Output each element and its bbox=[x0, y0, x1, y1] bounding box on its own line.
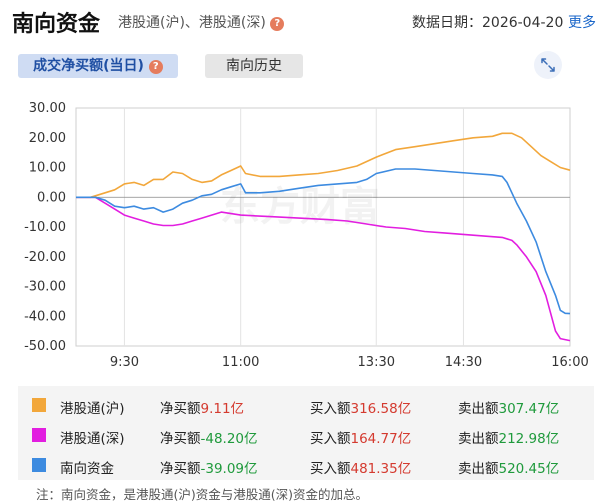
legend-swatch bbox=[32, 428, 46, 442]
buy-amount: 买入额164.77亿 bbox=[310, 427, 411, 447]
sell-amount: 卖出额212.98亿 bbox=[458, 427, 559, 447]
y-axis: 30.00 20.00 10.00 0.00 -10.00 -20.00 -30.00 -40… bbox=[24, 101, 66, 354]
sell-value: 212.98亿 bbox=[498, 431, 560, 447]
legend-row: 南向资金 净买额-39.09亿 买入额481.35亿 卖出额520.45亿 bbox=[18, 450, 594, 480]
series-line bbox=[76, 196, 571, 342]
tab-help-icon[interactable]: ? bbox=[148, 60, 163, 74]
series-line bbox=[76, 168, 571, 315]
sell-value: 307.47亿 bbox=[498, 401, 560, 417]
net-buy-label: 净买额 bbox=[160, 401, 201, 417]
subtitle: 港股通(沪)、港股通(深) ? bbox=[118, 12, 285, 32]
footnote: 注：南向资金，是港股通(沪)资金与港股通(深)资金的加总。 bbox=[36, 487, 369, 502]
y-tick-label: 20.00 bbox=[29, 131, 66, 146]
help-icon[interactable]: ? bbox=[270, 17, 285, 31]
tab-net-buy-today[interactable]: 成交净买额(当日) ? bbox=[18, 54, 178, 78]
chart-series bbox=[76, 132, 571, 342]
net-buy: 净买额-48.20亿 bbox=[160, 427, 258, 447]
tab-south-history[interactable]: 南向历史 bbox=[205, 54, 303, 78]
net-buy: 净买额-39.09亿 bbox=[160, 457, 258, 477]
legend-table: 港股通(沪) 净买额9.11亿 买入额316.58亿 卖出额307.47亿 港股… bbox=[18, 386, 594, 480]
sell-label: 卖出额 bbox=[458, 461, 499, 477]
net-buy-value: -48.20亿 bbox=[200, 431, 258, 447]
sell-amount: 卖出额307.47亿 bbox=[458, 397, 559, 417]
y-tick-label: -40.00 bbox=[24, 309, 66, 324]
buy-amount: 买入额316.58亿 bbox=[310, 397, 411, 417]
sell-value: 520.45亿 bbox=[498, 461, 560, 477]
net-buy-label: 净买额 bbox=[160, 431, 201, 447]
legend-swatch bbox=[32, 398, 46, 412]
data-date: 数据日期：2026-04-20 bbox=[412, 15, 564, 31]
x-tick-label: 14:30 bbox=[445, 355, 482, 370]
buy-amount: 买入额481.35亿 bbox=[310, 457, 411, 477]
net-buy-value: -39.09亿 bbox=[200, 461, 258, 477]
page-title: 南向资金 bbox=[12, 12, 101, 37]
chart-grid bbox=[75, 107, 571, 347]
more-link[interactable]: 更多 bbox=[568, 15, 596, 31]
series-line bbox=[76, 132, 571, 199]
subtitle-text: 港股通(沪)、港股通(深) bbox=[118, 15, 266, 31]
x-tick-label: 11:00 bbox=[222, 355, 259, 370]
y-tick-label: -20.00 bbox=[24, 250, 66, 265]
line-chart: 东方财富 30.0020.0010.000.00-10.00-20.00-30.… bbox=[24, 101, 589, 370]
y-tick-label: 10.00 bbox=[29, 161, 66, 176]
x-axis: 9:30 11:00 13:30 14:30 16:00 bbox=[110, 355, 589, 370]
buy-label: 买入额 bbox=[310, 401, 351, 417]
net-buy: 净买额9.11亿 bbox=[160, 397, 244, 417]
buy-label: 买入额 bbox=[310, 431, 351, 447]
legend-name: 南向资金 bbox=[60, 461, 114, 477]
y-tick-label: -30.00 bbox=[24, 280, 66, 295]
expand-icon[interactable] bbox=[534, 51, 562, 79]
buy-label: 买入额 bbox=[310, 461, 351, 477]
net-buy-label: 净买额 bbox=[160, 461, 201, 477]
buy-value: 316.58亿 bbox=[350, 401, 412, 417]
expand-arrows-icon bbox=[541, 58, 555, 72]
y-tick-label: -50.00 bbox=[24, 339, 66, 354]
sell-label: 卖出额 bbox=[458, 431, 499, 447]
y-tick-label: -10.00 bbox=[24, 220, 66, 235]
legend-name: 港股通(深) bbox=[60, 431, 125, 447]
x-tick-label: 9:30 bbox=[110, 355, 139, 370]
legend-row: 港股通(沪) 净买额9.11亿 买入额316.58亿 卖出额307.47亿 bbox=[18, 390, 594, 420]
legend-row: 港股通(深) 净买额-48.20亿 买入额164.77亿 卖出额212.98亿 bbox=[18, 420, 594, 450]
y-tick-label: 30.00 bbox=[29, 101, 66, 116]
legend-swatch bbox=[32, 458, 46, 472]
sell-amount: 卖出额520.45亿 bbox=[458, 457, 559, 477]
plot-frame bbox=[75, 107, 571, 347]
buy-value: 164.77亿 bbox=[350, 431, 412, 447]
y-tick-label: 0.00 bbox=[37, 190, 66, 205]
net-buy-value: 9.11亿 bbox=[200, 401, 245, 417]
x-tick-label: 16:00 bbox=[551, 355, 588, 370]
sell-label: 卖出额 bbox=[458, 401, 499, 417]
x-tick-label: 13:30 bbox=[358, 355, 395, 370]
legend-name: 港股通(沪) bbox=[60, 401, 125, 417]
tab-net-buy-today-label: 成交净买额(当日) bbox=[33, 58, 144, 74]
buy-value: 481.35亿 bbox=[350, 461, 412, 477]
